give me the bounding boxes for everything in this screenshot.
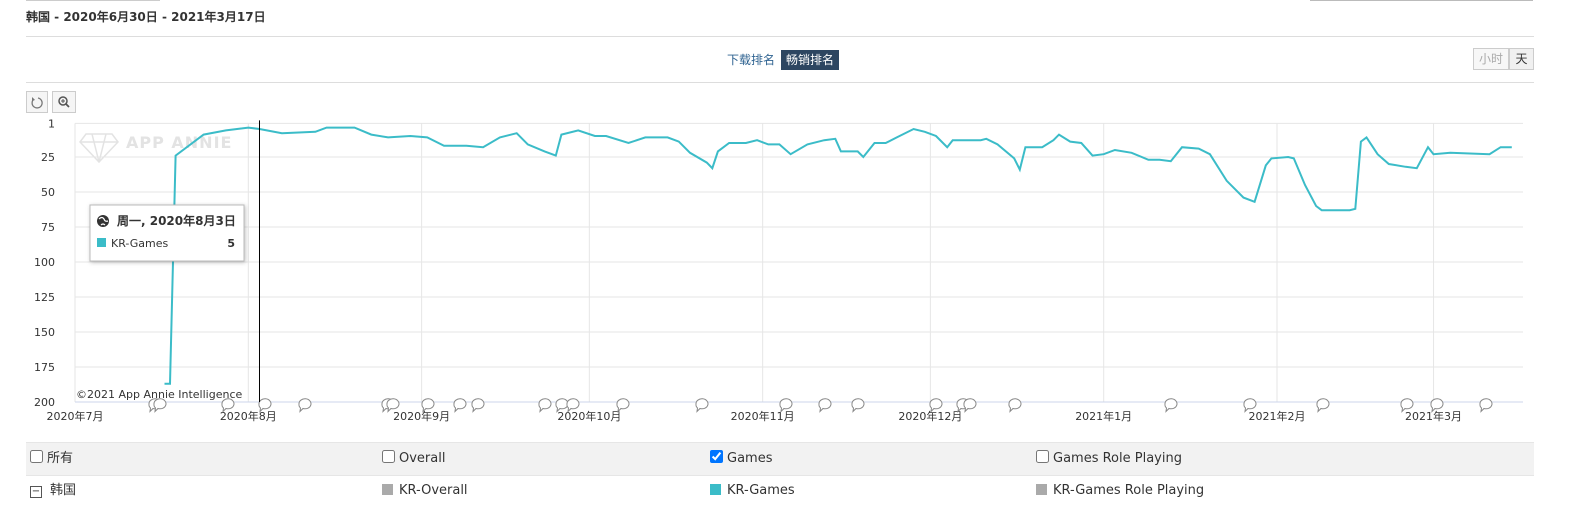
divider (26, 36, 1534, 37)
legend-swatch (710, 484, 721, 495)
y-tick-label: 175 (34, 361, 55, 374)
y-tick-label: 125 (34, 291, 55, 304)
event-marker (153, 398, 167, 413)
legend-item[interactable]: KR-Games Role Playing (1036, 475, 1204, 507)
reset-icon (31, 97, 43, 109)
checkbox[interactable] (382, 450, 395, 463)
legend-item[interactable]: KR-Overall (382, 475, 468, 507)
event-marker (1164, 398, 1178, 413)
x-tick-label: 2020年7月 (47, 409, 104, 423)
x-tick-label: 2020年12月 (898, 409, 962, 423)
event-marker (929, 398, 943, 413)
y-tick-label: 200 (34, 396, 55, 409)
watermark: APP ANNIE (126, 133, 232, 152)
filter-label: Games Role Playing (1053, 451, 1182, 466)
tab-edge (26, 0, 160, 1)
x-tick-label: 2020年9月 (393, 409, 450, 423)
tooltip-swatch (97, 238, 106, 247)
checkbox[interactable] (710, 450, 723, 463)
filter-option[interactable]: Games (710, 443, 772, 475)
legend-row: − 韩国 KR-Overall KR-Games KR-Games Role Pl… (26, 475, 1534, 507)
collapse-icon[interactable]: − (30, 486, 42, 498)
event-marker (1008, 398, 1022, 413)
y-tick-label: 100 (34, 256, 55, 269)
event-marker (1400, 398, 1414, 413)
checkbox[interactable] (1036, 450, 1049, 463)
event-marker (453, 398, 467, 413)
x-tick-label: 2021年1月 (1075, 409, 1132, 423)
page-title: 韩国 - 2020年6月30日 - 2021年3月17日 (26, 10, 266, 24)
filter-option[interactable]: Overall (382, 443, 445, 475)
tooltip-value: 5 (227, 237, 235, 250)
event-marker (566, 398, 580, 413)
legend-label: KR-Overall (399, 483, 468, 498)
filter-label: 所有 (47, 451, 74, 466)
x-tick-label: 2021年2月 (1249, 409, 1306, 423)
event-marker (221, 398, 235, 413)
filter-row: 所有 Overall Games Games Role Playing (26, 442, 1534, 476)
event-marker (1243, 398, 1257, 413)
event-marker (851, 398, 865, 413)
series-line (164, 126, 1512, 385)
event-marker (298, 398, 312, 413)
y-tick-label: 25 (41, 151, 55, 164)
event-marker (421, 398, 435, 413)
event-marker (818, 398, 832, 413)
x-tick-label: 2020年10月 (557, 409, 621, 423)
legend-swatch (382, 484, 393, 495)
legend-swatch (1036, 484, 1047, 495)
divider (26, 82, 1534, 83)
event-marker (258, 398, 272, 413)
event-marker (1316, 398, 1330, 413)
event-marker (386, 398, 400, 413)
event-marker (538, 398, 552, 413)
filter-option[interactable]: 所有 (30, 443, 73, 475)
y-tick-label: 75 (41, 221, 55, 234)
tooltip-series: KR-Games (111, 237, 169, 250)
zoom-button[interactable] (52, 91, 76, 113)
x-tick-label: 2020年11月 (731, 409, 795, 423)
y-tick-label: 1 (48, 117, 55, 130)
group-label: 韩国 (50, 483, 77, 498)
globe-detail (98, 216, 109, 226)
legend-label: KR-Games Role Playing (1053, 483, 1205, 498)
legend-label: KR-Games (727, 483, 795, 498)
checkbox[interactable] (30, 450, 43, 463)
filter-option[interactable]: Games Role Playing (1036, 443, 1182, 475)
tooltip-date: 周一, 2020年8月3日 (117, 213, 236, 228)
watermark-logo (79, 133, 119, 164)
reset-zoom-button[interactable] (26, 91, 48, 113)
zoom-icon (58, 96, 70, 108)
filter-label: Overall (399, 451, 446, 466)
event-marker (1479, 398, 1493, 413)
event-marker (616, 398, 630, 413)
granularity-button[interactable]: 小时 (1473, 48, 1509, 70)
event-marker (1430, 398, 1444, 413)
event-marker (779, 398, 793, 413)
event-marker (963, 398, 977, 413)
x-tick-label: 2020年8月 (220, 409, 277, 423)
x-tick-label: 2021年3月 (1405, 409, 1462, 423)
granularity-button[interactable]: 天 (1509, 48, 1534, 70)
tooltip: 周一, 2020年8月3日 KR-Games 5 (89, 204, 245, 262)
legend-group: − 韩国 (30, 475, 76, 507)
rank-button[interactable]: 畅销排名 (781, 50, 840, 70)
y-tick-label: 50 (41, 186, 55, 199)
y-tick-label: 150 (34, 326, 55, 339)
legend-item[interactable]: KR-Games (710, 475, 795, 507)
filter-label: Games (727, 451, 773, 466)
event-marker (555, 398, 569, 413)
event-marker (695, 398, 709, 413)
credit: ©2021 App Annie Intelligence (76, 388, 243, 401)
tooltip-box (89, 204, 245, 262)
dropdown-edge (1310, 0, 1533, 1)
event-marker (471, 398, 485, 413)
rank-button[interactable]: 下载排名 (727, 53, 776, 67)
